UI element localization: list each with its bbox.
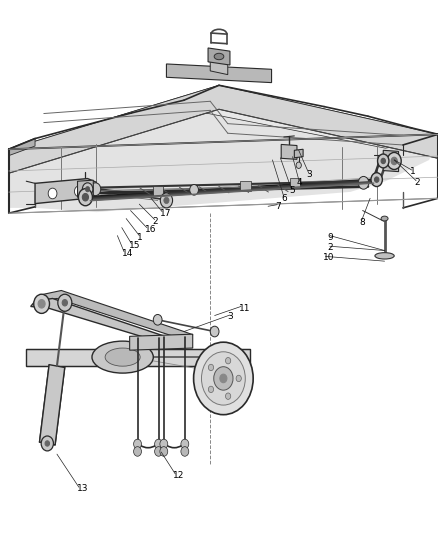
Circle shape	[220, 374, 227, 383]
Polygon shape	[35, 179, 96, 204]
Circle shape	[134, 447, 141, 456]
Circle shape	[155, 447, 162, 456]
Circle shape	[48, 188, 57, 199]
Circle shape	[296, 162, 301, 168]
Circle shape	[62, 300, 67, 306]
Polygon shape	[35, 290, 193, 341]
Ellipse shape	[214, 53, 224, 60]
Polygon shape	[9, 85, 438, 212]
Ellipse shape	[92, 341, 153, 373]
Polygon shape	[240, 181, 251, 191]
Circle shape	[34, 294, 49, 313]
Polygon shape	[210, 56, 228, 75]
Ellipse shape	[105, 348, 140, 366]
Text: 7: 7	[275, 202, 281, 211]
Circle shape	[226, 393, 231, 399]
Polygon shape	[26, 349, 250, 366]
Circle shape	[90, 183, 101, 196]
Polygon shape	[290, 178, 300, 188]
Circle shape	[190, 184, 198, 195]
Circle shape	[160, 439, 168, 449]
Polygon shape	[9, 139, 35, 156]
Text: 2: 2	[414, 178, 420, 187]
Text: 6: 6	[282, 194, 287, 203]
Text: 14: 14	[122, 249, 133, 257]
Circle shape	[371, 173, 382, 187]
Circle shape	[82, 183, 93, 196]
Circle shape	[210, 326, 219, 337]
Text: 3: 3	[228, 312, 233, 321]
Circle shape	[226, 358, 231, 364]
Circle shape	[85, 187, 90, 192]
Circle shape	[164, 197, 169, 204]
Polygon shape	[208, 48, 230, 65]
Ellipse shape	[381, 216, 388, 221]
Circle shape	[38, 300, 45, 308]
Polygon shape	[153, 187, 163, 196]
Circle shape	[160, 193, 173, 208]
Circle shape	[155, 439, 162, 449]
Polygon shape	[9, 85, 438, 173]
Circle shape	[74, 186, 83, 197]
Polygon shape	[31, 298, 175, 345]
Circle shape	[391, 157, 397, 165]
Circle shape	[201, 352, 245, 405]
Circle shape	[58, 294, 72, 311]
Circle shape	[134, 439, 141, 449]
Ellipse shape	[375, 253, 394, 259]
Circle shape	[208, 386, 214, 393]
Circle shape	[358, 176, 369, 189]
Text: 3: 3	[307, 171, 312, 179]
Circle shape	[78, 189, 92, 206]
Circle shape	[194, 342, 253, 415]
Polygon shape	[383, 150, 399, 172]
Text: 16: 16	[145, 225, 156, 233]
Circle shape	[160, 447, 168, 456]
Text: 13: 13	[77, 484, 88, 493]
Text: 5: 5	[289, 186, 295, 195]
Circle shape	[41, 436, 53, 451]
Circle shape	[82, 193, 88, 201]
Text: 1: 1	[410, 167, 415, 176]
Text: 1: 1	[137, 233, 143, 241]
Circle shape	[153, 314, 162, 325]
Circle shape	[208, 364, 214, 370]
Circle shape	[181, 447, 189, 456]
Polygon shape	[39, 365, 65, 445]
Circle shape	[214, 367, 233, 390]
Circle shape	[45, 441, 49, 446]
Circle shape	[381, 158, 385, 164]
Text: 12: 12	[173, 471, 184, 480]
Polygon shape	[78, 180, 93, 197]
Circle shape	[236, 375, 241, 382]
Text: 2: 2	[152, 217, 158, 225]
Text: 8: 8	[359, 219, 365, 227]
Text: 9: 9	[328, 233, 333, 241]
Text: 2: 2	[328, 244, 333, 252]
Polygon shape	[9, 85, 438, 156]
Polygon shape	[130, 334, 193, 350]
Circle shape	[378, 154, 389, 168]
Circle shape	[387, 152, 401, 169]
Circle shape	[374, 177, 379, 182]
Polygon shape	[281, 144, 297, 159]
Polygon shape	[294, 149, 303, 158]
Text: 11: 11	[239, 304, 250, 312]
Circle shape	[181, 439, 189, 449]
Text: 4: 4	[297, 179, 303, 187]
Text: 10: 10	[323, 254, 335, 262]
Polygon shape	[166, 64, 272, 83]
Text: 15: 15	[129, 241, 141, 249]
Text: 17: 17	[160, 209, 171, 217]
